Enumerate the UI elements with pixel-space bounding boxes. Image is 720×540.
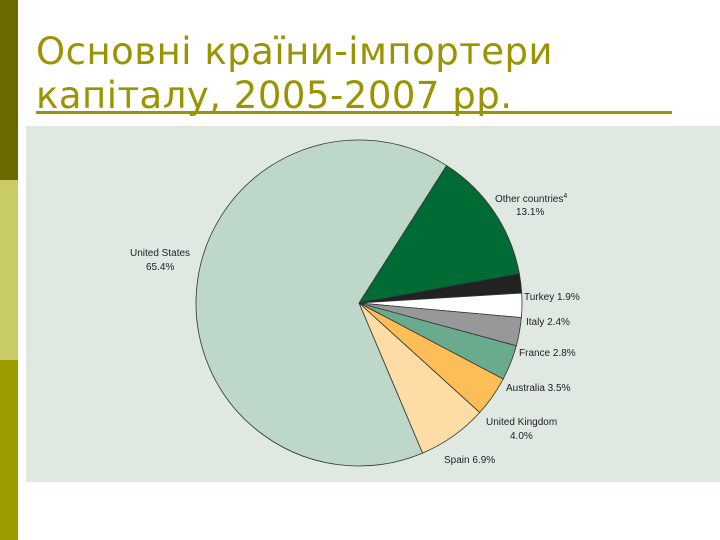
pie-slice-other-countries	[358, 164, 520, 304]
slide-title-line2: капіталу, 2005-2007 рр.	[36, 74, 513, 117]
value-other-countries: 13.1%	[516, 207, 544, 218]
label-australia: Australia 3.5%	[506, 383, 571, 394]
value-united-kingdom: 4.0%	[510, 431, 533, 442]
accent-bar-middle	[0, 180, 18, 360]
label-turkey: Turkey 1.9%	[524, 292, 580, 303]
value-united-states: 65.4%	[146, 262, 174, 273]
accent-bar-bottom	[0, 360, 18, 540]
chart-panel: Other countries4 13.1% Turkey 1.9% Italy 2.…	[26, 126, 720, 482]
label-united-states: United States	[130, 248, 190, 259]
pie-slice-united-states	[195, 139, 448, 467]
label-other-countries: Other countries4	[495, 193, 567, 205]
label-spain: Spain 6.9%	[444, 455, 495, 466]
slide-title-line1: Основні країни-імпортери	[36, 30, 554, 73]
label-united-kingdom: United Kingdom	[486, 417, 557, 428]
label-france: France 2.8%	[519, 348, 576, 359]
pie-chart: Other countries4 13.1% Turkey 1.9% Italy 2.…	[130, 139, 580, 467]
slide-title: Основні країни-імпортери капіталу, 2005-…	[36, 30, 696, 118]
title-underline	[36, 111, 672, 114]
accent-bar-top	[0, 0, 18, 180]
label-italy: Italy 2.4%	[526, 317, 570, 328]
